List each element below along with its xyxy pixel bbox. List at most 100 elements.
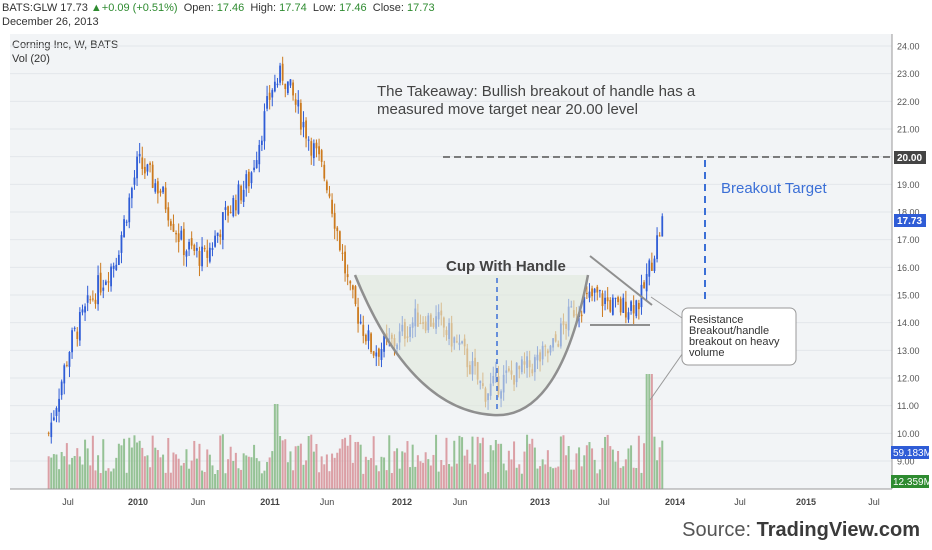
- volume-bar: [364, 456, 367, 489]
- volume-bar: [318, 472, 321, 489]
- candle-body: [190, 238, 193, 246]
- volume-bar: [591, 448, 594, 489]
- last-price-tag-text: 17.73: [897, 216, 922, 227]
- volume-bar: [505, 470, 508, 489]
- candle-body: [604, 297, 606, 305]
- volume-bar: [593, 459, 596, 489]
- candle-body: [255, 160, 258, 169]
- volume-bar: [240, 469, 243, 489]
- candle-body: [47, 432, 50, 434]
- volume-bar: [167, 437, 170, 489]
- candle-body: [65, 364, 68, 366]
- volume-bar: [453, 440, 456, 489]
- volume-bar: [552, 468, 555, 489]
- candle-body: [310, 141, 313, 156]
- symbol: BATS:GLW: [2, 2, 58, 14]
- candle-body: [286, 81, 289, 94]
- volume-bar: [656, 460, 659, 489]
- volume-bar: [536, 468, 539, 489]
- volume-bar: [263, 470, 266, 489]
- volume-bar: [52, 454, 55, 489]
- volume-bar: [518, 464, 521, 489]
- volume-bar: [227, 459, 230, 489]
- candle-body: [164, 187, 167, 210]
- volume-bar: [661, 440, 664, 489]
- candle-body: [346, 274, 349, 278]
- chart-legend: Corning Inc, W, BATS Vol (20): [12, 38, 118, 66]
- volume-bar: [570, 469, 573, 489]
- callout-pointer-1: [650, 296, 686, 321]
- volume-bar: [455, 463, 458, 489]
- volume-bar: [429, 465, 432, 489]
- candle-body: [266, 96, 268, 109]
- candle-body: [598, 290, 601, 292]
- volume-bar: [302, 464, 305, 489]
- volume-bar: [120, 445, 123, 489]
- candle-body: [307, 139, 310, 141]
- chart-plot-area[interactable]: [10, 34, 892, 489]
- volume-bar: [151, 435, 154, 489]
- candle-body: [331, 199, 333, 214]
- volume-bar: [450, 466, 453, 489]
- volume-bar: [104, 470, 107, 489]
- y-tick-label: 11.00: [897, 401, 919, 411]
- y-tick-label: 16.00: [897, 263, 920, 273]
- candle-body: [320, 150, 323, 162]
- volume-bar: [359, 444, 362, 489]
- volume-bar: [229, 446, 232, 489]
- volume-bar: [237, 468, 240, 489]
- candle-body: [68, 351, 71, 367]
- candle-body: [237, 184, 240, 214]
- volume-bar: [479, 443, 482, 489]
- candle-body: [661, 216, 664, 237]
- volume-bar: [123, 438, 126, 489]
- candle-body: [60, 381, 63, 396]
- candle-body: [591, 288, 593, 297]
- candle-body: [364, 334, 367, 342]
- candle-body: [279, 65, 281, 83]
- volume-bar: [640, 472, 643, 489]
- candle-body: [593, 288, 596, 293]
- volume-bar: [510, 459, 513, 489]
- volume-bar: [99, 473, 102, 489]
- volume-bar: [606, 434, 609, 489]
- volume-bar: [604, 436, 607, 489]
- volume-bar: [112, 468, 115, 489]
- candle-body: [50, 422, 53, 438]
- candle-body: [115, 264, 118, 270]
- candle-body: [224, 207, 227, 211]
- volume-bar: [617, 450, 620, 489]
- volume-bar: [336, 452, 339, 489]
- volume-bar: [97, 455, 100, 489]
- candle-body: [596, 286, 599, 293]
- volume-bar: [630, 445, 633, 489]
- candle-body: [315, 142, 318, 149]
- volume-bar: [141, 447, 144, 489]
- volume-bar: [271, 451, 274, 489]
- candle-body: [162, 186, 164, 193]
- candle-body: [219, 234, 222, 238]
- volume-bar: [162, 454, 165, 489]
- y-tick-label: 9.00: [897, 457, 915, 467]
- volume-bar: [539, 466, 542, 489]
- last-price-tag: [894, 214, 926, 227]
- volume-bar: [354, 442, 357, 489]
- candle-body: [242, 189, 245, 202]
- candle-body: [341, 252, 344, 254]
- volume-bar: [653, 436, 656, 489]
- candle-body: [338, 231, 341, 251]
- volume-bar: [94, 470, 97, 489]
- candle-body: [136, 156, 138, 179]
- volume-bar: [258, 461, 261, 489]
- candle-body: [214, 235, 216, 247]
- volume-bar: [292, 470, 295, 489]
- candle-body: [380, 349, 383, 360]
- volume-bar: [557, 466, 560, 489]
- callout-line-4: volume: [689, 347, 724, 359]
- candle-body: [234, 200, 237, 211]
- candle-body: [227, 206, 229, 216]
- volume-bar: [622, 466, 625, 489]
- volume-bar: [396, 448, 399, 489]
- volume-bar: [572, 469, 575, 489]
